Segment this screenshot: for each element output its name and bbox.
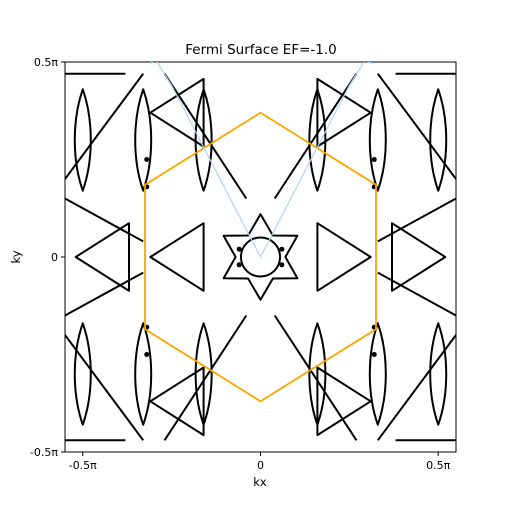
contour-lens xyxy=(370,323,386,424)
path-arrowhead xyxy=(354,41,378,65)
contour-triangle xyxy=(392,223,445,291)
contour-dot xyxy=(279,247,284,252)
contour-segment xyxy=(65,74,143,179)
contour-dot xyxy=(144,157,149,162)
x-tick-label: 0 xyxy=(257,459,264,472)
contour-lens xyxy=(135,89,151,190)
contour-segment xyxy=(378,335,456,440)
high-symmetry-path xyxy=(145,43,376,258)
y-tick-label: 0 xyxy=(51,251,58,264)
path-arrowhead xyxy=(143,41,167,65)
contour-dot xyxy=(237,262,242,267)
x-tick-label: -0.5π xyxy=(69,459,97,472)
contour-segment xyxy=(378,74,456,179)
contour-lens xyxy=(135,323,151,424)
y-axis-label: ky xyxy=(9,250,23,263)
contour-lens xyxy=(75,89,91,190)
plot-area xyxy=(65,41,456,453)
y-tick-label: 0.5π xyxy=(34,56,58,69)
contour-segment xyxy=(65,335,143,440)
contour-segment xyxy=(65,199,143,242)
contour-dot xyxy=(279,262,284,267)
contour-dot xyxy=(237,247,242,252)
y-axis-ticks: -0.5π 0 0.5π xyxy=(30,56,65,459)
chart-title: Fermi Surface EF=-1.0 xyxy=(185,42,337,58)
contour-triangle xyxy=(317,223,370,291)
contour-dot xyxy=(372,157,377,162)
contour-lens xyxy=(430,323,446,424)
contour-dot xyxy=(372,352,377,357)
x-tick-label: 0.5π xyxy=(426,459,450,472)
contour-triangle xyxy=(150,223,203,291)
contour-dot xyxy=(144,352,149,357)
contour-lens xyxy=(75,323,91,424)
x-axis-ticks: -0.5π 0 0.5π xyxy=(69,452,451,472)
contour-segment xyxy=(378,273,456,316)
contour-segment xyxy=(65,273,143,316)
y-tick-label: -0.5π xyxy=(30,446,58,459)
x-axis-label: kx xyxy=(253,475,267,489)
contour-lens xyxy=(370,89,386,190)
contour-segment xyxy=(378,199,456,242)
contour-lens xyxy=(430,89,446,190)
contour-triangle xyxy=(76,223,129,291)
